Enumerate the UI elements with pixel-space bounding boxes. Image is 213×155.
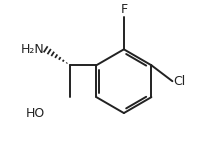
Text: HO: HO: [25, 106, 45, 120]
Text: H₂N: H₂N: [21, 43, 45, 56]
Text: Cl: Cl: [174, 75, 186, 88]
Text: F: F: [120, 3, 127, 16]
